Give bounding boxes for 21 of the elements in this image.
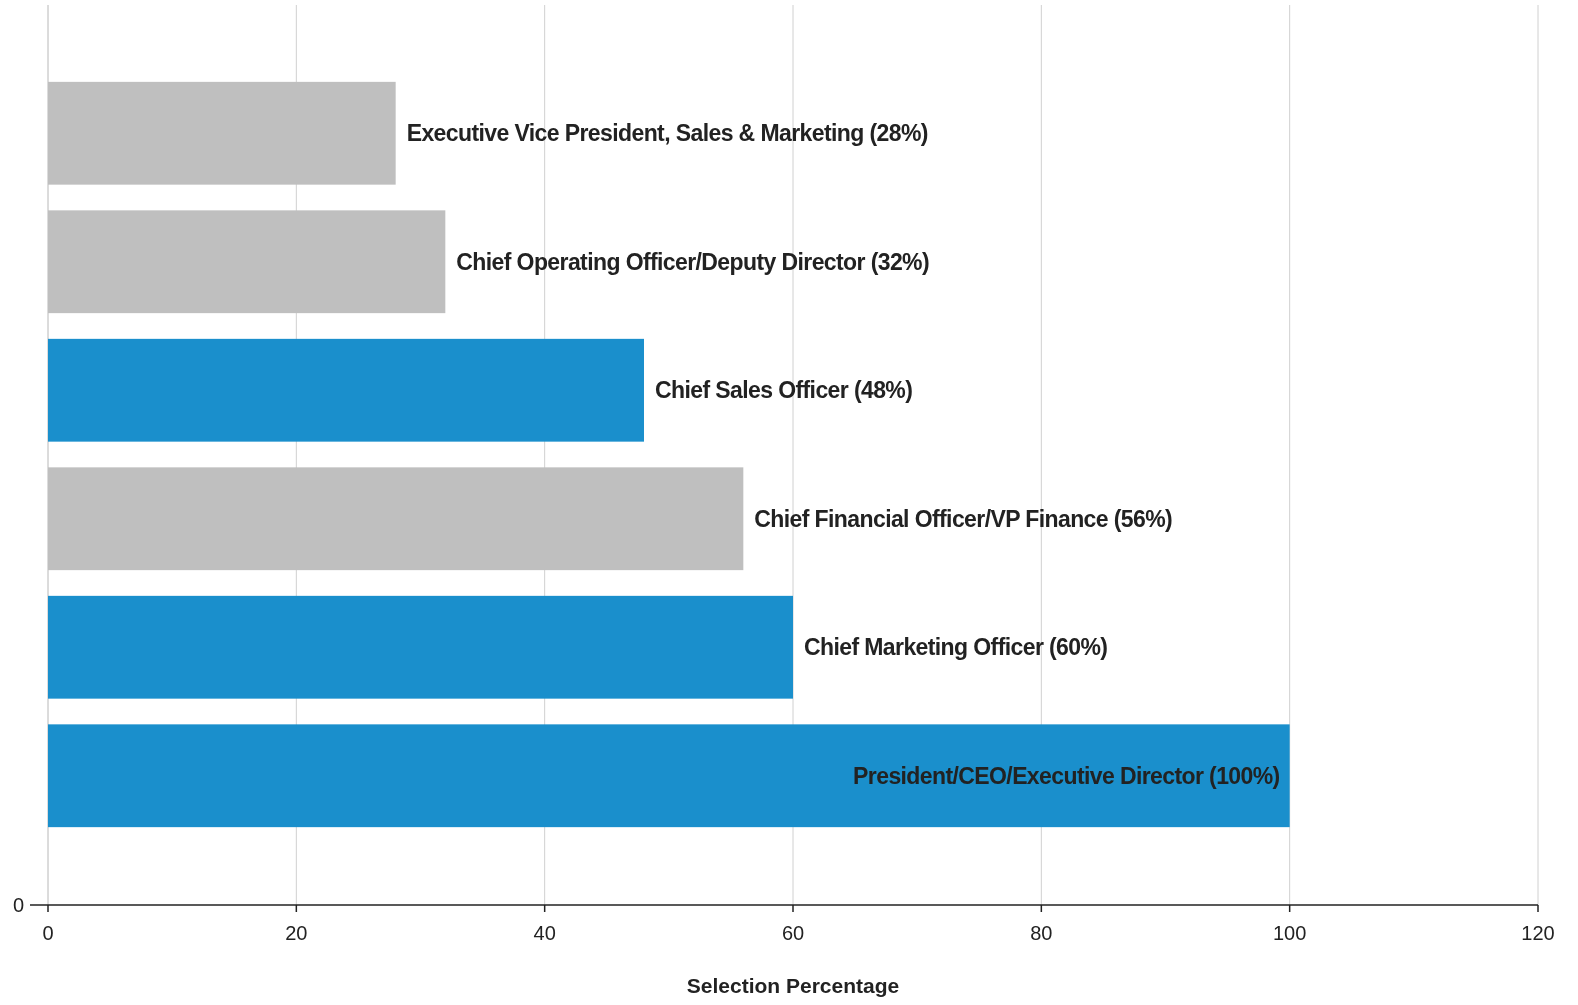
data-label: Executive Vice President, Sales & Marketing (28%) [406,120,928,147]
x-tick-label: 120 [1521,922,1555,944]
bar [48,338,644,442]
x-axis-title: Selection Percentage [686,974,900,997]
bar [48,467,744,571]
bar [48,81,396,185]
x-tick-label: 0 [42,922,54,944]
data-label: Chief Operating Officer/Deputy Director (32%) [456,248,930,275]
bar [48,724,1290,828]
bar [48,210,446,314]
data-label: Chief Financial Officer/VP Finance (56%) [754,505,1173,532]
x-tick-label: 40 [533,922,556,944]
text: 0 [12,894,24,916]
data-label: Chief Sales Officer (48%) [655,377,913,404]
x-tick-label: 100 [1272,922,1307,944]
x-tick-label: 80 [1030,922,1053,944]
data-label: President/CEO/Executive Director (100%) [853,762,1280,789]
x-tick-label: 60 [781,922,805,944]
bar [48,595,793,699]
data-label: Chief Marketing Officer (60%) [804,634,1108,661]
x-tick-label: 20 [285,922,308,944]
